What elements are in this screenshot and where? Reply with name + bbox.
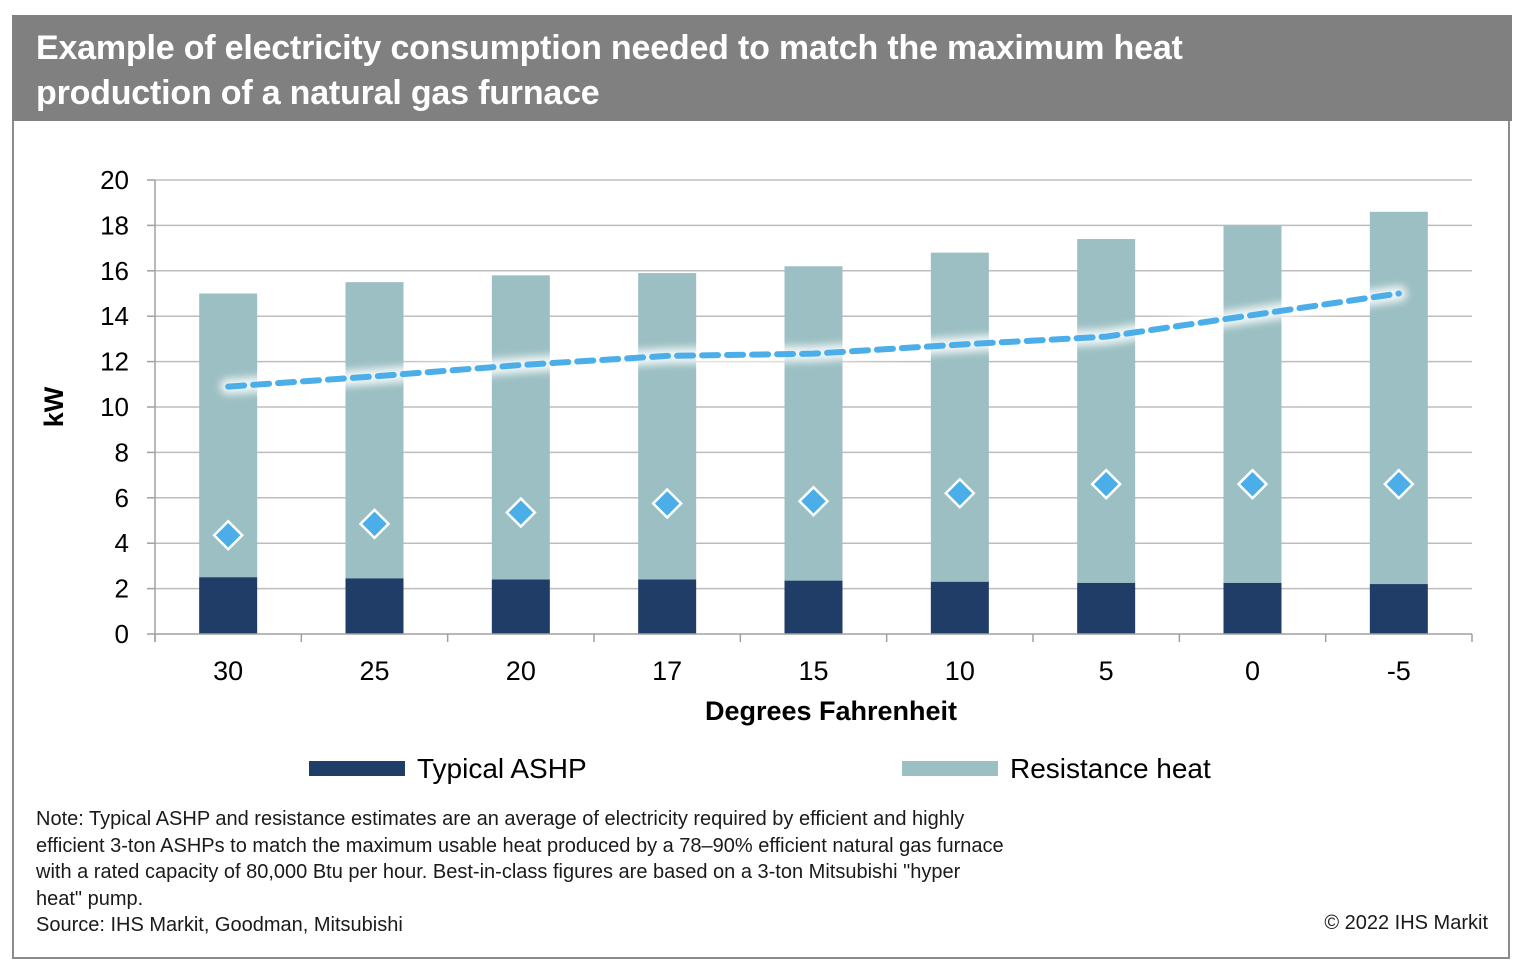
axes (147, 179, 1473, 642)
y-tick-label: 0 (115, 619, 129, 649)
diamond-marker (651, 487, 683, 520)
footnote: Note: Typical ASHP and resistance estima… (36, 806, 1196, 939)
bar-typical-ashp (345, 578, 404, 634)
y-tick-label: 10 (100, 392, 129, 422)
y-tick-label: 8 (115, 437, 129, 467)
bar-resistance-heat (1369, 211, 1428, 585)
y-axis-tick-labels: 0 2 4 6 8 10 12 14 16 18 20 (100, 165, 129, 649)
x-tick-label: 20 (506, 656, 536, 686)
bar-typical-ashp (199, 577, 258, 634)
x-tick-label: 17 (652, 656, 682, 686)
x-tick-label: 10 (945, 656, 975, 686)
diamond-marker (505, 496, 537, 529)
diamond-marker (1090, 468, 1122, 500)
y-tick-label: 2 (115, 574, 129, 604)
y-tick-label: 4 (115, 528, 129, 558)
y-tick-label: 18 (100, 210, 129, 240)
chart-title: Example of electricity consumption neede… (36, 26, 1476, 116)
diamond-marker (944, 477, 976, 510)
bar-resistance-heat (930, 252, 989, 582)
note-line: efficient 3-ton ASHPs to match the maxim… (36, 834, 1004, 857)
legend-swatch-typical-ashp (309, 761, 405, 776)
bars (199, 211, 1428, 634)
x-tick-label: 15 (798, 656, 828, 686)
legend: Typical ASHP Resistance heat (309, 753, 1211, 784)
diamond-marker (1383, 468, 1415, 500)
note-line: with a rated capacity of 80,000 Btu per … (36, 861, 961, 883)
note-line: heat" pump. (36, 887, 144, 910)
legend-swatch-resistance-heat (902, 761, 998, 776)
x-tick-label: 25 (359, 656, 389, 686)
y-tick-label: 14 (100, 301, 129, 331)
bar-typical-ashp (638, 579, 697, 634)
bar-resistance-heat (491, 275, 550, 580)
bar-typical-ashp (491, 579, 550, 634)
bar-typical-ashp (1077, 582, 1136, 634)
source-line: Source: IHS Markit, Goodman, Mitsubishi (36, 914, 403, 936)
bar-resistance-heat (1077, 239, 1136, 583)
legend-label-resistance-heat: Resistance heat (1010, 753, 1211, 784)
diamond-marker (1236, 468, 1269, 500)
y-axis-label: kW (39, 386, 69, 427)
y-tick-label: 12 (100, 347, 129, 377)
copyright: © 2022 IHS Markit (1324, 912, 1488, 934)
bar-resistance-heat (638, 273, 697, 580)
diamond-marker (358, 508, 391, 540)
bar-typical-ashp (1223, 582, 1282, 634)
dashed-line-path (225, 290, 1402, 390)
y-tick-label: 16 (100, 256, 129, 286)
bar-typical-ashp (784, 580, 843, 634)
chart-title-line-1: Example of electricity consumption neede… (36, 29, 1183, 67)
x-axis-label: Degrees Fahrenheit (705, 696, 957, 726)
legend-label-typical-ashp: Typical ASHP (417, 753, 587, 784)
y-tick-label: 20 (100, 165, 129, 195)
chart-title-line-2: production of a natural gas furnace (36, 74, 600, 112)
bar-typical-ashp (1369, 584, 1428, 634)
x-tick-label: 0 (1245, 656, 1260, 686)
x-axis-tick-labels: 30 25 20 17 15 10 5 0 -5 (213, 656, 1411, 686)
bar-resistance-heat (784, 266, 843, 581)
diamond-markers (212, 468, 1415, 552)
bar-typical-ashp (930, 581, 989, 634)
diamond-marker (212, 519, 244, 552)
bar-resistance-heat (1223, 225, 1282, 583)
note-line: Note: Typical ASHP and resistance estima… (36, 808, 965, 830)
diamond-marker (797, 485, 830, 517)
x-tick-label: 30 (213, 656, 243, 686)
dashed-line-series (225, 290, 1402, 390)
x-tick-label: 5 (1099, 656, 1114, 686)
x-tick-label: -5 (1387, 656, 1411, 686)
y-tick-label: 6 (115, 483, 129, 513)
title-banner (12, 15, 1512, 121)
